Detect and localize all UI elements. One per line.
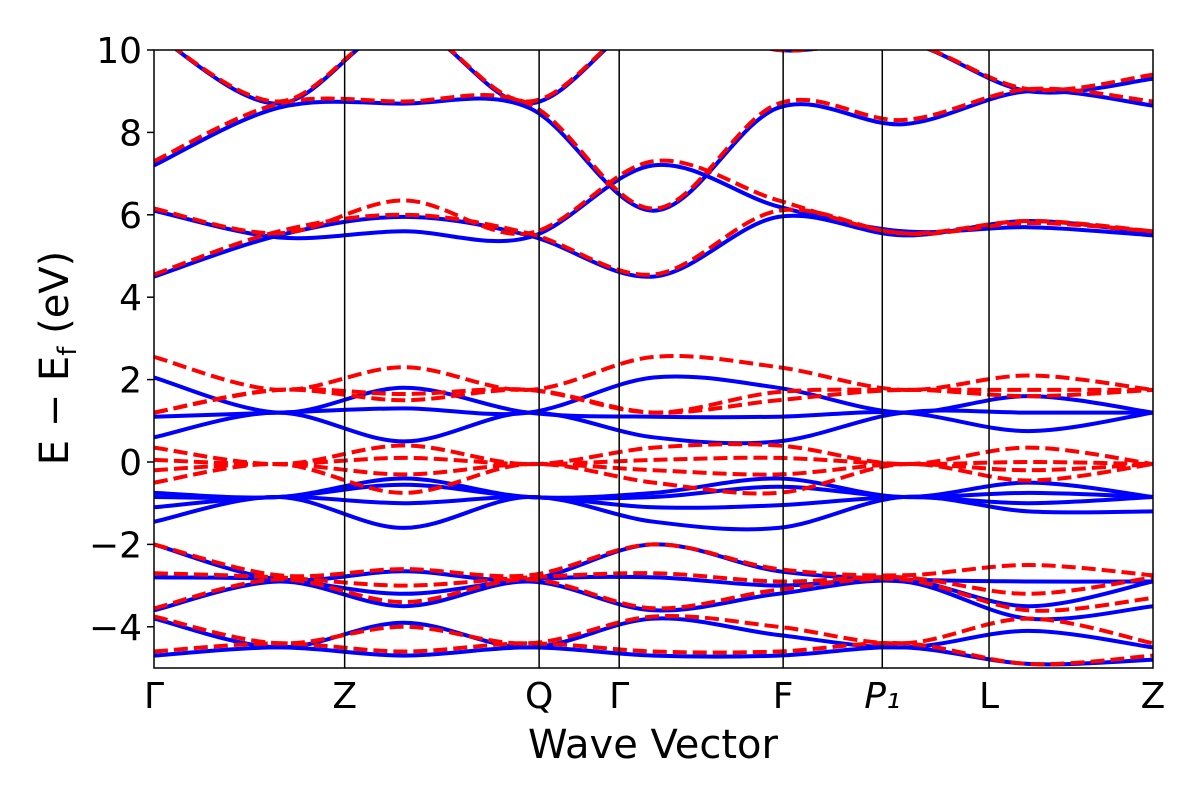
x-tick-label: Z [332,676,357,717]
y-axis-label: E − Ef (eV) [32,251,83,466]
band-line-solid [154,494,1153,510]
x-axis-ticks: Γ Z Q Γ F P₁ L Z [144,676,1165,717]
y-axis-label-unit: (eV) [32,251,78,347]
y-axis-label-subscript: f [53,346,83,356]
x-tick-label: Γ [609,676,629,717]
band-line-solid [154,408,1153,446]
band-line-dashed [154,571,1153,596]
band-line-solid [154,578,1153,622]
high-symmetry-lines [343,50,990,668]
band-line-dashed [154,353,1153,392]
y-tick-label: 10 [96,31,142,72]
band-line-dashed [154,86,1153,211]
bands-layer [154,50,1153,667]
y-tick-label: −4 [89,608,142,649]
y-tick-label: 6 [119,196,142,237]
band-line-dashed [154,455,1153,467]
band-line-dashed [154,462,1153,477]
band-line-dashed [154,207,1153,277]
x-tick-label: Z [1141,676,1166,717]
band-line-dashed [154,542,1153,579]
x-tick-label: P₁ [864,676,900,717]
band-line-solid [154,88,1153,213]
band-line-solid [154,482,1153,501]
y-axis-ticks: −4 −2 0 2 4 6 8 10 [89,31,154,649]
band-line-solid [154,645,1153,667]
x-tick-label: L [979,676,999,717]
band-line-dashed [154,387,1153,415]
plot-frame [153,49,1154,669]
band-line-dashed [174,50,1153,104]
y-tick-label: 4 [119,278,142,319]
band-line-solid [154,494,1153,532]
y-tick-label: 2 [119,361,142,402]
x-tick-label: Q [525,676,553,717]
band-line-solid [154,374,1153,419]
band-line-solid [154,375,1153,434]
band-line-solid [154,162,1153,244]
y-tick-label: −2 [89,525,142,566]
x-tick-label: F [773,676,794,717]
band-line-dashed [154,640,1153,667]
y-tick-label: 8 [119,113,142,154]
band-line-dashed [154,158,1153,237]
y-axis-label-main: E − E [32,356,78,466]
band-line-dashed [154,614,1153,646]
band-line-dashed [154,576,1153,613]
band-line-dashed [154,461,1153,496]
x-tick-label: Γ [144,676,164,717]
y-tick-label: 0 [119,443,142,484]
band-line-dashed [154,442,1153,467]
band-line-solid [173,50,1153,106]
band-line-solid [154,213,1153,279]
x-axis-label: Wave Vector [528,722,779,768]
